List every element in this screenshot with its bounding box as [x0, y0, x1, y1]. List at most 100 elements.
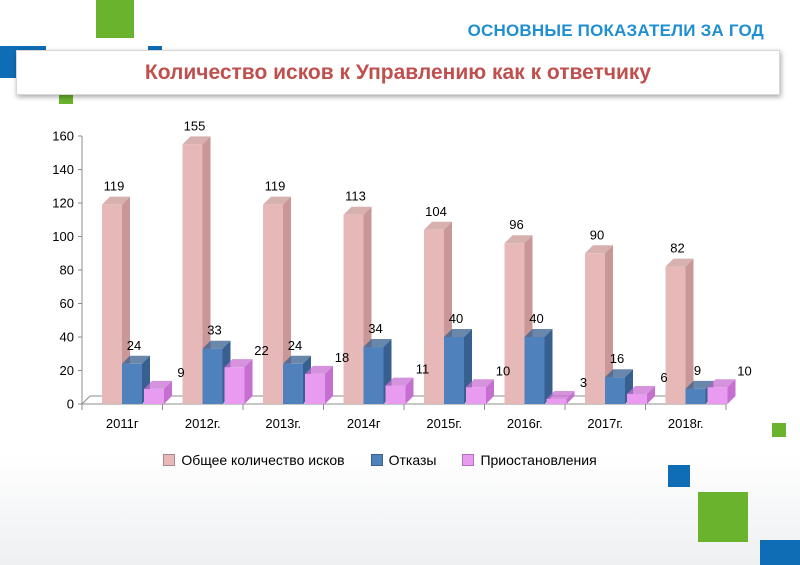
bar-suspensions-top — [627, 385, 655, 394]
y-tick-label: 140 — [52, 162, 74, 177]
bar-suspensions — [707, 379, 736, 404]
bar-suspensions-front — [707, 387, 728, 404]
legend-swatch-total — [163, 454, 176, 466]
data-label: 96 — [509, 217, 523, 232]
x-tick-label: 2013г. — [265, 416, 301, 431]
data-label: 40 — [449, 311, 463, 326]
bar-total-top — [263, 196, 291, 205]
bar-refusals-top — [283, 355, 311, 364]
bar-suspensions-front — [627, 393, 647, 404]
bar-chart: 0 20 40 60 80 100 120 140 160 2011г 2012г. 2013г. 20… — [52, 118, 752, 431]
data-label: 18 — [335, 350, 349, 365]
y-tick-label: 160 — [52, 129, 74, 144]
decor-square-blue-right — [668, 465, 690, 487]
decor-square-green-small-right — [772, 423, 786, 437]
bar-total-top — [102, 196, 130, 205]
bar-suspensions-front — [144, 388, 164, 404]
bar-suspensions-top — [305, 365, 333, 374]
bar-suspensions-front — [224, 367, 245, 404]
bar-refusals-front — [363, 347, 384, 404]
x-tick-label: 2014г — [347, 416, 381, 431]
decor-square-green-small-left — [59, 92, 73, 104]
x-tick-label: 2012г. — [185, 416, 221, 431]
data-label: 113 — [345, 189, 366, 204]
bar-suspensions-top — [385, 377, 414, 386]
data-label: 24 — [127, 338, 141, 353]
bar-total-front — [585, 253, 605, 404]
bar-total-side — [122, 196, 130, 404]
x-tick-label: 2017г. — [587, 416, 623, 431]
data-label: 9 — [177, 365, 184, 380]
x-tick-label: 2016г. — [507, 416, 543, 431]
y-tick-label: 100 — [52, 229, 74, 244]
decor-square-blue-bottom — [760, 540, 800, 565]
bar-suspensions — [224, 359, 253, 404]
bar-total-side — [605, 245, 613, 404]
bar-total-top — [585, 245, 613, 254]
legend-item-total: Общее количество исков — [163, 452, 345, 468]
data-label: 10 — [737, 363, 751, 378]
bar-suspensions-top — [144, 380, 172, 389]
bar-refusals-front — [122, 363, 142, 404]
y-tick-label: 80 — [60, 263, 74, 278]
bar-refusals-top — [524, 329, 553, 337]
bar-total-front — [102, 204, 122, 404]
bar-suspensions-side — [164, 380, 172, 404]
bar-suspensions — [546, 390, 575, 404]
chart-bars — [102, 136, 736, 404]
data-label: 155 — [184, 118, 206, 133]
x-tick-label: 2015г. — [426, 416, 462, 431]
bar-suspensions-side — [727, 379, 736, 404]
legend-swatch-suspensions — [462, 454, 475, 466]
bar-refusals-front — [444, 337, 464, 404]
y-tick-label: 40 — [60, 330, 74, 345]
data-label: 11 — [416, 362, 430, 377]
bar-suspensions-side — [405, 377, 414, 404]
bar-refusals-top — [685, 380, 714, 389]
bar-suspensions-side — [244, 359, 253, 404]
data-label: 6 — [660, 370, 667, 385]
bar-suspensions-side — [325, 365, 333, 404]
bar-suspensions-top — [224, 359, 253, 368]
bar-suspensions — [305, 365, 333, 404]
data-label: 34 — [368, 321, 382, 336]
bar-suspensions-top — [546, 390, 575, 399]
data-label: 16 — [610, 351, 624, 366]
data-label: 10 — [496, 363, 510, 378]
bar-total — [585, 245, 613, 404]
legend-swatch-refusals — [370, 454, 383, 466]
bar-total — [182, 136, 211, 404]
data-label: 119 — [265, 179, 286, 194]
data-label: 40 — [529, 311, 543, 326]
page-title: Количество исков к Управлению как к отве… — [144, 60, 652, 84]
data-label: 22 — [254, 343, 268, 358]
bar-total-top — [182, 136, 211, 145]
bar-total — [665, 258, 694, 404]
bar-refusals-front — [685, 388, 706, 404]
bar-total-front — [665, 266, 686, 404]
title-banner: Количество исков к Управлению как к отве… — [16, 50, 780, 95]
data-label: 33 — [207, 323, 221, 338]
y-tick-label: 120 — [52, 196, 74, 211]
data-label: 90 — [590, 227, 604, 242]
y-tick-label: 20 — [60, 363, 74, 378]
bar-suspensions — [385, 377, 414, 404]
bar-total-side — [202, 136, 211, 404]
data-label: 24 — [288, 338, 302, 353]
bar-refusals-side — [544, 329, 553, 404]
bar-refusals-top — [444, 329, 472, 337]
bar-refusals-front — [605, 377, 625, 404]
header-title: ОСНОВНЫЕ ПОКАЗАТЕЛИ ЗА ГОД — [467, 21, 764, 40]
bar-suspensions-front — [466, 387, 486, 404]
x-tick-label: 2011г — [106, 416, 139, 431]
bar-total — [102, 196, 130, 404]
bar-total-front — [182, 144, 203, 404]
data-label: 9 — [694, 363, 701, 378]
legend-label-total: Общее количество исков — [181, 452, 345, 468]
bar-suspensions-top — [707, 379, 736, 388]
bar-total-front — [424, 229, 444, 404]
bar-refusals-front — [202, 348, 223, 404]
bar-refusals-top — [122, 355, 150, 364]
decor-square-green-right — [698, 492, 748, 542]
